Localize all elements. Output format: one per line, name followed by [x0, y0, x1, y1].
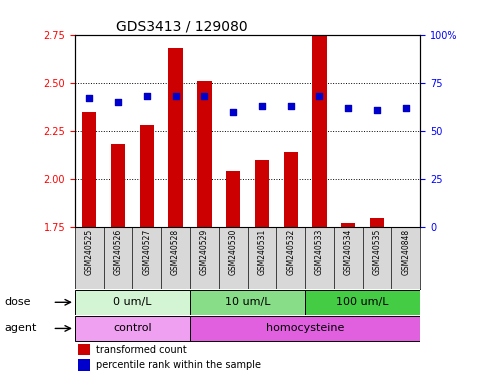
- Text: percentile rank within the sample: percentile rank within the sample: [96, 360, 261, 370]
- Point: [143, 93, 151, 99]
- Bar: [341, 223, 355, 227]
- Text: 100 um/L: 100 um/L: [336, 297, 389, 307]
- Text: GDS3413 / 129080: GDS3413 / 129080: [116, 20, 248, 33]
- Text: GSM240531: GSM240531: [257, 229, 267, 275]
- Bar: [313, 25, 327, 227]
- Text: GSM240532: GSM240532: [286, 229, 295, 275]
- Text: 0 um/L: 0 um/L: [113, 297, 152, 307]
- Text: GSM240528: GSM240528: [171, 229, 180, 275]
- Bar: [398, 227, 413, 229]
- Bar: [190, 316, 420, 341]
- Text: agent: agent: [5, 323, 37, 333]
- Text: GSM240530: GSM240530: [228, 229, 238, 275]
- Text: GSM240534: GSM240534: [344, 229, 353, 275]
- Point: [114, 99, 122, 105]
- Bar: [75, 290, 190, 315]
- Bar: [305, 290, 420, 315]
- Bar: [111, 144, 125, 227]
- Point: [200, 93, 208, 99]
- Point: [85, 95, 93, 101]
- Bar: [78, 359, 90, 371]
- Bar: [197, 81, 212, 227]
- Point: [373, 107, 381, 113]
- Text: GSM240535: GSM240535: [372, 229, 382, 275]
- Bar: [169, 48, 183, 227]
- Point: [344, 105, 352, 111]
- Point: [315, 93, 323, 99]
- Text: control: control: [113, 323, 152, 333]
- Text: homocysteine: homocysteine: [266, 323, 344, 333]
- Bar: [255, 160, 269, 227]
- Bar: [78, 344, 90, 356]
- Text: GSM240525: GSM240525: [85, 229, 94, 275]
- Bar: [226, 171, 241, 227]
- Text: transformed count: transformed count: [96, 344, 186, 354]
- Bar: [140, 125, 154, 227]
- Bar: [190, 290, 305, 315]
- Text: GSM240527: GSM240527: [142, 229, 151, 275]
- Bar: [75, 316, 190, 341]
- Point: [172, 93, 180, 99]
- Text: 10 um/L: 10 um/L: [225, 297, 270, 307]
- Point: [229, 109, 237, 115]
- Bar: [370, 218, 384, 227]
- Bar: [82, 112, 97, 227]
- Point: [402, 105, 410, 111]
- Point: [287, 103, 295, 109]
- Bar: [284, 152, 298, 227]
- Text: GSM240533: GSM240533: [315, 229, 324, 275]
- Text: GSM240848: GSM240848: [401, 229, 411, 275]
- Text: dose: dose: [5, 297, 31, 307]
- Point: [258, 103, 266, 109]
- Text: GSM240529: GSM240529: [200, 229, 209, 275]
- Text: GSM240526: GSM240526: [114, 229, 123, 275]
